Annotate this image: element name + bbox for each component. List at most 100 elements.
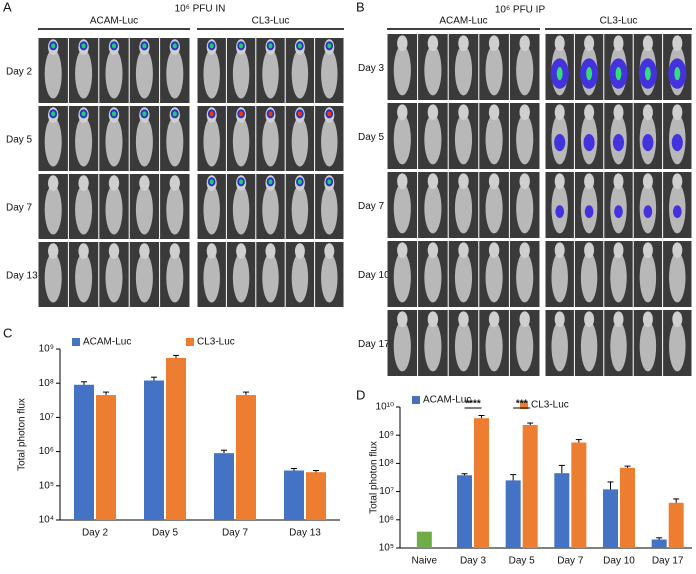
signal [584, 205, 594, 219]
mouse-body [393, 45, 411, 96]
signal [555, 205, 565, 219]
mouse-head [397, 173, 408, 190]
mouse-head [458, 104, 469, 121]
mouse-head [294, 243, 305, 259]
y-axis-label: Total photon flux [369, 441, 380, 514]
mouse-body [44, 49, 62, 99]
x-tick-label: Day 5 [509, 556, 536, 567]
signal [612, 134, 625, 152]
mouse-body [454, 183, 473, 234]
mouse-body [639, 321, 657, 372]
mouse-head [458, 242, 469, 259]
mouse-body [262, 185, 279, 235]
y-tick-label: 10⁷ [379, 486, 394, 497]
mouse-head [554, 311, 565, 328]
mouse-head [488, 35, 500, 52]
signal [615, 67, 622, 81]
day-label: Day 3 [358, 63, 385, 74]
signal [586, 67, 593, 81]
mouse-head [488, 311, 500, 328]
mouse-head [397, 311, 408, 328]
mouse-body [166, 253, 184, 303]
x-tick-label: Day 2 [82, 528, 109, 539]
mouse-body [393, 183, 411, 234]
mouse-body [321, 185, 338, 235]
signal [209, 111, 214, 117]
mouse-head [488, 104, 500, 121]
signal [674, 67, 681, 81]
mouse-head [642, 311, 653, 328]
mouse-head [169, 175, 180, 191]
mouse-head [108, 175, 120, 191]
signal [644, 67, 651, 81]
mouse-body [516, 45, 534, 96]
day-label: Day 10 [358, 270, 390, 281]
mouse-body [321, 117, 338, 167]
mouse-head [672, 242, 683, 259]
mouse-body [203, 253, 220, 303]
mouse-head [139, 175, 150, 191]
bar [96, 395, 116, 520]
mouse-body [393, 114, 411, 165]
signal [642, 134, 654, 152]
mouse-head [642, 242, 653, 259]
mouse-head [397, 35, 408, 52]
y-tick-label: 10⁵ [39, 480, 54, 491]
mouse-head [427, 35, 439, 52]
mouse-body [44, 185, 62, 235]
mouse-body [262, 117, 279, 167]
bar [214, 453, 234, 520]
mouse-body [454, 114, 473, 165]
panel-title: 10⁶ PFU IP [495, 5, 546, 16]
mouse-head [642, 104, 653, 121]
signal [327, 43, 332, 49]
mouse-head [672, 311, 683, 328]
legend-label: ACAM-Luc [83, 337, 131, 348]
mouse-head [519, 173, 530, 190]
signal [239, 179, 244, 185]
mouse-head [584, 173, 595, 190]
group-label: CL3-Luc [600, 16, 638, 27]
day-label: Day 5 [6, 135, 33, 146]
mouse-body [105, 117, 123, 167]
mouse-body [232, 185, 250, 235]
mouse-body [203, 117, 220, 167]
mouse-head [48, 175, 59, 191]
mouse-body [75, 253, 93, 303]
mouse-body [454, 252, 473, 303]
legend-label: CL3-Luc [531, 400, 569, 411]
day-label: Day 13 [6, 271, 38, 282]
bar [554, 473, 570, 548]
mouse-head [48, 243, 59, 259]
mouse-body [232, 117, 250, 167]
signal [297, 111, 302, 117]
mouse-head [397, 242, 408, 259]
bar [74, 384, 94, 520]
day-label: Day 5 [358, 132, 385, 143]
mouse-head [584, 242, 595, 259]
signal [51, 111, 56, 117]
mouse-head [139, 243, 150, 259]
mouse-body [424, 45, 442, 96]
y-tick-label: 10⁶ [39, 446, 54, 457]
x-tick-label: Day 5 [152, 528, 179, 539]
x-tick-label: Day 13 [289, 528, 321, 539]
x-tick-label: Day 3 [460, 556, 487, 567]
mouse-head [584, 311, 595, 328]
mouse-body [203, 49, 220, 99]
mouse-head [613, 173, 624, 190]
bar [651, 539, 667, 548]
mouse-head [458, 173, 469, 190]
bar [474, 418, 489, 548]
signal [297, 179, 302, 185]
mouse-head [519, 35, 530, 52]
mouse-head [458, 311, 469, 328]
panel-label: B [356, 0, 365, 14]
y-axis-label: Total photon flux [17, 398, 28, 471]
bar [505, 480, 521, 548]
mouse-body [75, 185, 93, 235]
mouse-head [554, 35, 565, 52]
mouse-body [232, 49, 250, 99]
bar [457, 475, 472, 548]
mouse-body [44, 253, 62, 303]
